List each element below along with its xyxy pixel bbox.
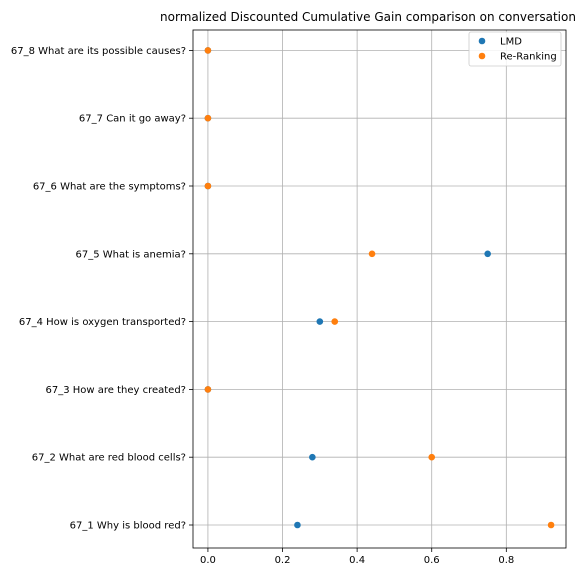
data-point-lmd [316,318,324,325]
data-point-re-ranking [331,318,339,325]
y-tick-label: 67_1 Why is blood red? [70,521,186,532]
chart-title: normalized Discounted Cumulative Gain co… [160,10,576,24]
y-tick-label: 67_8 What are its possible causes? [11,46,186,57]
y-tick-label: 67_7 Can it go away? [79,114,186,125]
legend-marker [478,52,486,60]
y-tick-label: 67_6 What are the symptoms? [33,182,186,193]
data-points [204,47,555,529]
data-point-re-ranking [368,250,376,258]
y-tick-label: 67_3 How are they created? [45,385,186,396]
x-tick-label: 0.6 [424,555,440,566]
axes: 0.0 0.2 0.4 0.6 0.8 67_1 Why is blood red? 67_… [11,29,567,566]
data-point-re-ranking [547,521,555,529]
x-tick-label: 0.4 [349,555,365,566]
y-tick-label: 67_4 How is oxygen transported? [19,317,186,328]
y-tick-label: 67_2 What are red blood cells? [32,453,186,464]
y-tick-label: 67_5 What is anemia? [76,249,186,260]
data-point-lmd [294,521,301,529]
legend-marker [478,37,486,45]
x-tick-label: 0.0 [200,555,216,566]
legend-label: LMD [500,37,522,48]
data-point-re-ranking [204,114,212,122]
x-tick-label: 0.8 [498,555,514,566]
data-point-re-ranking [204,47,212,54]
data-point-re-ranking [428,453,436,461]
data-point-re-ranking [204,386,212,393]
legend-label: Re-Ranking [500,52,557,63]
data-point-lmd [309,453,316,461]
x-tick-label: 0.2 [275,555,291,566]
legend: LMD Re-Ranking [468,31,562,67]
data-point-lmd [484,250,491,258]
data-point-re-ranking [204,182,212,190]
grid-lines [193,30,566,548]
legend-box [468,31,562,67]
plot-frame [192,29,567,549]
